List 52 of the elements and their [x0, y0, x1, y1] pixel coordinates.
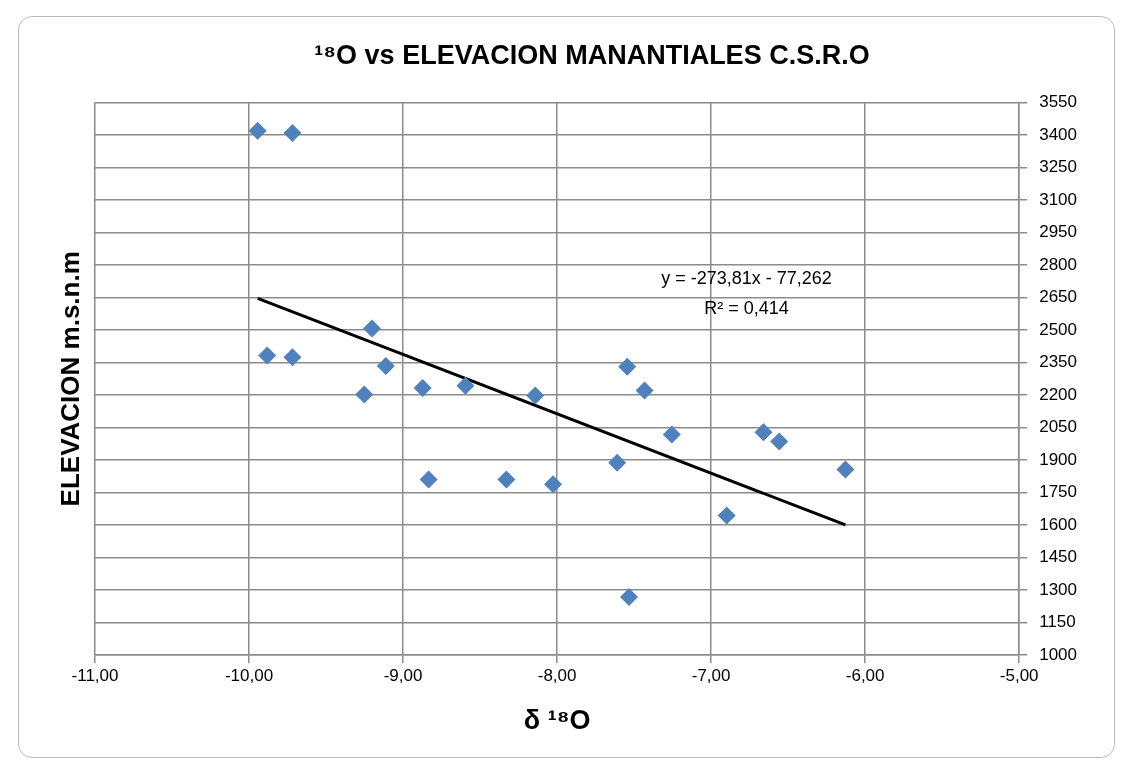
point — [355, 385, 374, 404]
y-tick-label: 1600 — [1039, 514, 1078, 534]
x-tick-label: -11,00 — [71, 666, 119, 686]
point — [456, 376, 475, 395]
x-tick-label: -9,00 — [383, 666, 423, 686]
x-axis-title: δ ¹⁸O — [523, 705, 591, 736]
annotation: y = -273,81x - 77,262 — [661, 268, 832, 289]
x-tick-label: -7,00 — [691, 666, 731, 686]
point — [413, 378, 432, 397]
x-tick-label: -6,00 — [845, 666, 885, 686]
point — [635, 381, 654, 400]
y-tick-label: 1000 — [1039, 644, 1078, 664]
y-axis-title: ELEVACION m.s.n.m — [55, 251, 86, 507]
y-tick-label: 2950 — [1039, 222, 1078, 242]
point — [248, 121, 267, 140]
y-tick-label: 1750 — [1039, 482, 1078, 502]
point — [620, 587, 639, 606]
point — [258, 346, 277, 365]
point — [283, 123, 302, 142]
point — [770, 432, 789, 451]
point — [608, 453, 627, 472]
y-tick-label: 3400 — [1039, 124, 1078, 144]
y-tick-label: 2200 — [1039, 384, 1078, 404]
point — [836, 460, 855, 479]
point — [717, 506, 736, 525]
point — [362, 319, 381, 338]
y-tick-label: 3250 — [1039, 157, 1078, 177]
point — [376, 357, 395, 376]
x-tick-label: -5,00 — [999, 666, 1039, 686]
y-tick-label: 2350 — [1039, 352, 1078, 372]
point — [618, 357, 637, 376]
annotation: R² = 0,414 — [704, 298, 789, 319]
point — [544, 475, 563, 494]
point — [283, 348, 302, 367]
point — [497, 470, 516, 489]
y-tick-label: 1450 — [1039, 547, 1078, 567]
point — [662, 425, 681, 444]
y-tick-label: 2050 — [1039, 417, 1078, 437]
x-tick-label: -10,00 — [224, 666, 274, 686]
chart-title: ¹⁸O vs ELEVACION MANANTIALES C.S.R.O — [314, 39, 870, 70]
y-tick-label: 1150 — [1039, 612, 1076, 632]
point — [754, 423, 773, 442]
y-tick-label: 3100 — [1039, 189, 1078, 209]
y-tick-label: 3550 — [1039, 92, 1078, 112]
y-tick-label: 1900 — [1039, 449, 1078, 469]
point — [526, 386, 545, 405]
point — [419, 470, 438, 489]
y-tick-label: 1300 — [1039, 579, 1078, 599]
y-tick-label: 2500 — [1039, 319, 1078, 339]
x-tick-label: -8,00 — [537, 666, 577, 686]
y-tick-label: 2800 — [1039, 254, 1078, 274]
y-tick-label: 2650 — [1039, 287, 1078, 307]
